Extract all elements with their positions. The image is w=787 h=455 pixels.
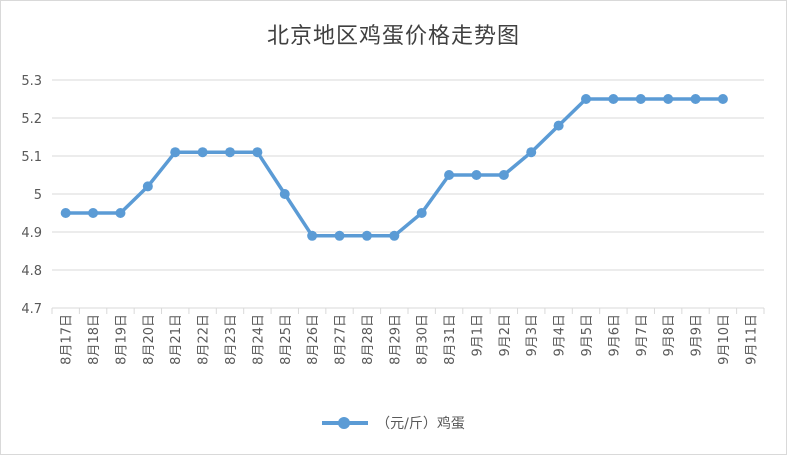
x-tick-label: 8月26日 [306, 314, 321, 365]
data-point [416, 208, 427, 218]
data-point [361, 230, 372, 241]
data-point [444, 170, 455, 180]
x-tick-label: 8月21日 [169, 314, 184, 365]
x-tick-label: 8月20日 [142, 314, 157, 365]
x-tick-label: 9月10日 [717, 314, 732, 365]
x-tick-label: 8月18日 [87, 314, 102, 365]
x-tick-label: 8月30日 [416, 314, 431, 365]
x-tick-label: 8月19日 [114, 314, 129, 365]
data-point [307, 230, 318, 241]
x-tick-label: 8月25日 [279, 314, 294, 365]
data-point [279, 189, 290, 199]
data-point [142, 181, 153, 192]
x-tick-label: 8月22日 [197, 314, 212, 365]
x-tick-label: 9月9日 [690, 314, 705, 357]
x-tick-label: 9月1日 [470, 314, 485, 357]
y-tick-label: 5.3 [21, 74, 42, 89]
data-point [498, 170, 509, 180]
x-tick-label: 9月2日 [498, 314, 513, 357]
data-point [252, 147, 263, 158]
data-point [663, 94, 674, 104]
data-point [553, 120, 564, 131]
data-point [635, 94, 646, 104]
data-point [170, 147, 181, 158]
y-tick-label: 5 [34, 188, 42, 203]
data-point [690, 94, 701, 104]
data-point [225, 147, 235, 158]
data-point [60, 208, 71, 218]
x-tick-label: 9月5日 [580, 314, 595, 357]
data-point [389, 230, 400, 241]
y-tick-label: 4.8 [21, 264, 42, 279]
y-tick-label: 4.7 [21, 302, 42, 317]
x-tick-label: 8月31日 [443, 314, 458, 365]
data-point [334, 230, 345, 241]
data-point [471, 170, 482, 180]
data-point [115, 208, 126, 218]
y-tick-label: 5.1 [21, 150, 42, 165]
x-tick-label: 9月8日 [662, 314, 677, 357]
legend: （元/斤）鸡蛋 [0, 411, 787, 435]
data-point [197, 147, 208, 158]
data-point [717, 94, 728, 104]
y-tick-label: 4.9 [21, 226, 42, 241]
data-point [88, 208, 99, 218]
x-tick-label: 8月27日 [334, 314, 349, 365]
x-tick-label: 8月29日 [388, 314, 403, 365]
legend-marker-icon [322, 417, 369, 429]
data-point [608, 94, 619, 104]
x-tick-label: 8月24日 [251, 314, 266, 365]
x-tick-label: 9月3日 [525, 314, 540, 357]
series-line [65, 97, 723, 238]
data-point [581, 94, 591, 104]
x-tick-label: 8月23日 [224, 314, 239, 365]
x-tick-label: 9月7日 [635, 314, 650, 357]
data-point [526, 147, 537, 158]
legend-label: （元/斤）鸡蛋 [376, 416, 465, 432]
x-tick-label: 8月28日 [361, 314, 376, 365]
x-tick-label: 9月11日 [744, 314, 759, 365]
x-tick-label: 9月4日 [553, 314, 568, 357]
x-tick-label: 9月6日 [607, 314, 622, 357]
y-tick-label: 5.2 [21, 112, 42, 127]
chart-title: 北京地区鸡蛋价格走势图 [266, 24, 520, 49]
x-tick-label: 8月17日 [60, 314, 75, 365]
